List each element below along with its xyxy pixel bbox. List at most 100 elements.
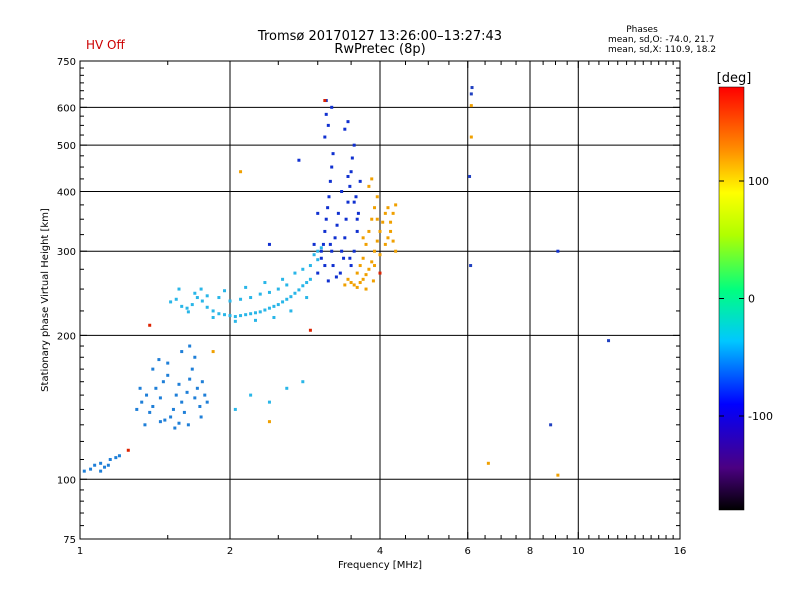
data-point [330, 165, 334, 169]
y-axis-label: Stationary phase Virtual Height [km] [40, 208, 51, 392]
chart-title-line1: Tromsø 20170127 13:26:00–13:27:43 [257, 29, 502, 44]
y-tick-labels: 75 100 200 300 400 500 600 750 [57, 57, 76, 546]
data-point [138, 386, 142, 390]
y-tick-label: 750 [57, 57, 76, 68]
data-point [108, 457, 112, 461]
data-point [169, 300, 173, 304]
data-point [375, 239, 379, 243]
data-point [171, 407, 175, 411]
data-point [193, 291, 197, 295]
data-point [301, 284, 305, 288]
data-point [157, 358, 161, 362]
data-point [198, 404, 202, 408]
data-point [205, 294, 209, 298]
x-tick-labels: 1 2 4 6 8 10 16 [77, 546, 687, 557]
data-point [470, 86, 474, 90]
data-point [389, 220, 393, 224]
data-point [316, 249, 320, 253]
data-point [355, 217, 359, 221]
data-point [346, 200, 350, 204]
data-point [346, 277, 350, 281]
data-point [352, 143, 356, 147]
data-point [188, 344, 192, 348]
data-point [394, 249, 398, 253]
data-point [289, 295, 293, 299]
data-point [289, 309, 293, 313]
data-point [249, 296, 253, 300]
data-point [297, 288, 301, 292]
data-point [135, 407, 139, 411]
data-point [166, 361, 170, 365]
data-point [358, 281, 362, 285]
data-point [316, 211, 320, 215]
data-point [233, 319, 237, 323]
data-point [297, 158, 301, 162]
data-point [321, 242, 325, 246]
data-point [185, 306, 189, 310]
data-point [166, 373, 170, 377]
data-point [190, 367, 194, 371]
axis-ticks [79, 60, 681, 540]
data-point [373, 249, 377, 253]
data-point [367, 267, 371, 271]
data-point [375, 195, 379, 199]
data-point [361, 277, 365, 281]
data-point [319, 246, 323, 250]
data-point [356, 211, 360, 215]
data-point [358, 179, 362, 183]
x-axis-label: Frequency [MHz] [338, 560, 422, 571]
data-point [375, 217, 379, 221]
y-tick-label: 75 [63, 535, 76, 546]
data-point [281, 300, 285, 304]
y-tick-label: 200 [57, 331, 76, 342]
data-point [185, 390, 189, 394]
data-point [468, 174, 472, 178]
data-point [106, 463, 110, 467]
data-point [200, 380, 204, 384]
data-point [340, 189, 344, 193]
data-point [343, 236, 347, 240]
data-point [145, 393, 149, 397]
stats-title: Phases [626, 25, 658, 35]
data-point [342, 256, 346, 260]
data-point [354, 195, 358, 199]
data-point [253, 318, 257, 322]
data-point [549, 423, 553, 427]
data-point [373, 206, 377, 210]
data-point [140, 400, 144, 404]
hv-status-label: HV Off [86, 38, 125, 52]
data-point [267, 306, 271, 310]
data-point [361, 256, 365, 260]
data-point [154, 386, 158, 390]
data-point [258, 292, 262, 296]
data-point [217, 296, 221, 300]
data-point [344, 217, 348, 221]
data-point [200, 299, 204, 303]
data-point [148, 323, 152, 327]
data-point [319, 249, 323, 253]
data-point [143, 423, 147, 427]
data-point [89, 467, 93, 471]
data-point [331, 264, 335, 268]
data-point [348, 256, 352, 260]
data-point [117, 454, 121, 458]
colorbar-ticks: 100 0 -100 [719, 175, 773, 423]
data-point [333, 236, 337, 240]
data-point [367, 229, 371, 233]
data-point [352, 283, 356, 287]
data-point [151, 404, 155, 408]
data-point [211, 350, 215, 354]
data-point [308, 277, 312, 281]
data-point [312, 242, 316, 246]
data-point [349, 170, 353, 174]
data-point [223, 313, 227, 317]
data-point [285, 283, 289, 287]
data-point [324, 217, 328, 221]
data-point [352, 249, 356, 253]
data-point [233, 315, 237, 319]
data-point [211, 315, 215, 319]
data-point [312, 253, 316, 257]
data-point [349, 264, 353, 268]
data-point [199, 415, 203, 419]
colorbar-unit-label: [deg] [717, 71, 752, 86]
